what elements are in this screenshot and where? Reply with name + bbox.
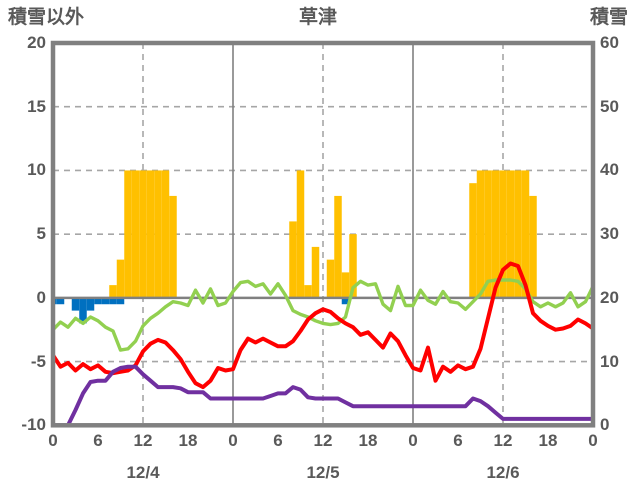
x-tick-label: 0 xyxy=(48,431,58,450)
x-tick-label: 0 xyxy=(408,431,418,450)
x-tick-label: 6 xyxy=(93,431,103,450)
x-tick-label: 12 xyxy=(133,431,153,450)
x-tick-label: 12 xyxy=(493,431,513,450)
y-tick-label-left: 0 xyxy=(36,287,46,307)
y-tick-label-left: 5 xyxy=(36,224,46,244)
date-label: 12/5 xyxy=(306,463,340,482)
x-tick-label: 0 xyxy=(588,431,598,450)
y-tick-label-right: 60 xyxy=(600,33,619,52)
y-tick-label-left: 15 xyxy=(27,96,46,116)
y-tick-label-right: 40 xyxy=(600,160,619,180)
x-tick-label: 6 xyxy=(453,431,463,450)
y-tick-label-right: 50 xyxy=(600,96,619,116)
x-tick-label: 18 xyxy=(358,431,378,450)
y-tick-label-right: 0 xyxy=(600,415,610,435)
x-tick-label: 12 xyxy=(313,431,333,450)
x-tick-label: 18 xyxy=(538,431,558,450)
y-tick-label-left: 20 xyxy=(27,33,46,52)
x-tick-label: 18 xyxy=(178,431,198,450)
x-tick-label: 6 xyxy=(273,431,283,450)
y-tick-label-left: -10 xyxy=(21,415,46,435)
y-tick-label-right: 30 xyxy=(600,224,619,244)
y-tick-label-right: 20 xyxy=(600,287,619,307)
right-axis-title: 積雪 xyxy=(589,7,628,28)
y-tick-label-left: -5 xyxy=(30,351,46,371)
chart-title: 草津 xyxy=(298,7,337,28)
date-label: 12/4 xyxy=(126,463,160,482)
y-tick-label-left: 10 xyxy=(27,160,46,180)
date-label: 12/6 xyxy=(486,463,520,482)
x-tick-label: 0 xyxy=(228,431,238,450)
left-axis-title: 積雪以外 xyxy=(8,7,85,28)
y-tick-label-right: 10 xyxy=(600,351,619,371)
